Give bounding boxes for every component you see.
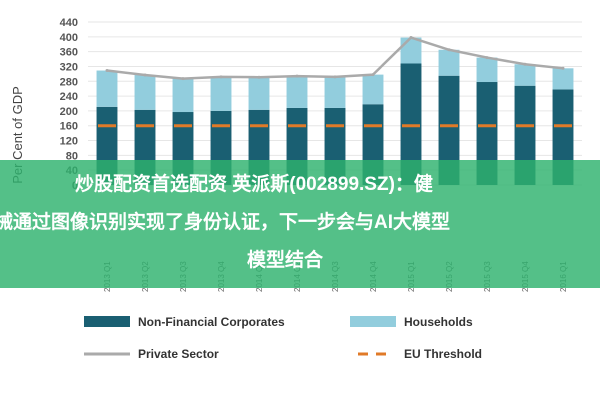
overlay-banner <box>0 160 600 288</box>
bar-households <box>172 78 194 113</box>
y-tick-label: 400 <box>60 32 78 44</box>
bar-non-financial-corporates <box>476 82 498 185</box>
legend-label-eu-threshold: EU Threshold <box>404 347 482 361</box>
private-sector-point <box>219 75 223 79</box>
private-sector-point <box>295 74 299 78</box>
bar-households <box>248 77 270 110</box>
legend-swatch-non-financial-corporates <box>84 316 130 327</box>
y-tick-label: 240 <box>60 91 78 103</box>
overlay-line-3: 模型结合 <box>247 248 324 271</box>
y-tick-label: 80 <box>66 150 78 162</box>
y-tick-label: 200 <box>60 106 78 118</box>
bar-households <box>96 70 118 107</box>
y-tick-label: 360 <box>60 47 78 59</box>
bar-households <box>514 64 536 86</box>
private-sector-point <box>485 56 489 60</box>
y-axis-label: Per Cent of GDP <box>10 86 25 184</box>
bar-households <box>476 57 498 83</box>
bar-households <box>134 74 156 110</box>
private-sector-point <box>523 62 527 66</box>
private-sector-point <box>561 66 565 70</box>
private-sector-point <box>333 75 337 79</box>
y-tick-label: 160 <box>60 121 78 133</box>
private-sector-line <box>105 36 565 81</box>
private-sector-point <box>105 69 109 73</box>
bar-households <box>210 76 232 111</box>
overlay-line-2: 械通过图像识别实现了身份认证，下一步会与AI大模型 <box>0 210 450 233</box>
private-sector-point <box>447 48 451 52</box>
y-tick-label: 320 <box>60 61 78 73</box>
private-sector-point <box>181 77 185 81</box>
y-tick-label: 280 <box>60 76 78 88</box>
bar-households <box>438 49 460 76</box>
bar-households <box>324 76 346 108</box>
private-sector-point <box>371 73 375 77</box>
bar-households <box>552 68 574 90</box>
private-sector-point <box>409 36 413 40</box>
bar-households <box>286 76 308 108</box>
y-tick-label: 440 <box>60 17 78 29</box>
bar-households <box>400 37 422 64</box>
legend-swatch-households <box>350 316 396 327</box>
private-sector-point <box>143 73 147 77</box>
private-sector-point <box>257 75 261 79</box>
legend-label-households: Households <box>404 315 473 329</box>
overlay-line-1: 炒股配资首选配资 英派斯(002899.SZ)：健 <box>75 172 433 195</box>
legend-label-non-financial-corporates: Non-Financial Corporates <box>138 315 285 329</box>
bar-non-financial-corporates <box>438 75 460 185</box>
legend-label-private-sector: Private Sector <box>138 347 219 361</box>
bar-households <box>362 74 384 105</box>
y-tick-label: 120 <box>60 136 78 148</box>
legend: Non-Financial Corporates Households Priv… <box>84 315 482 361</box>
